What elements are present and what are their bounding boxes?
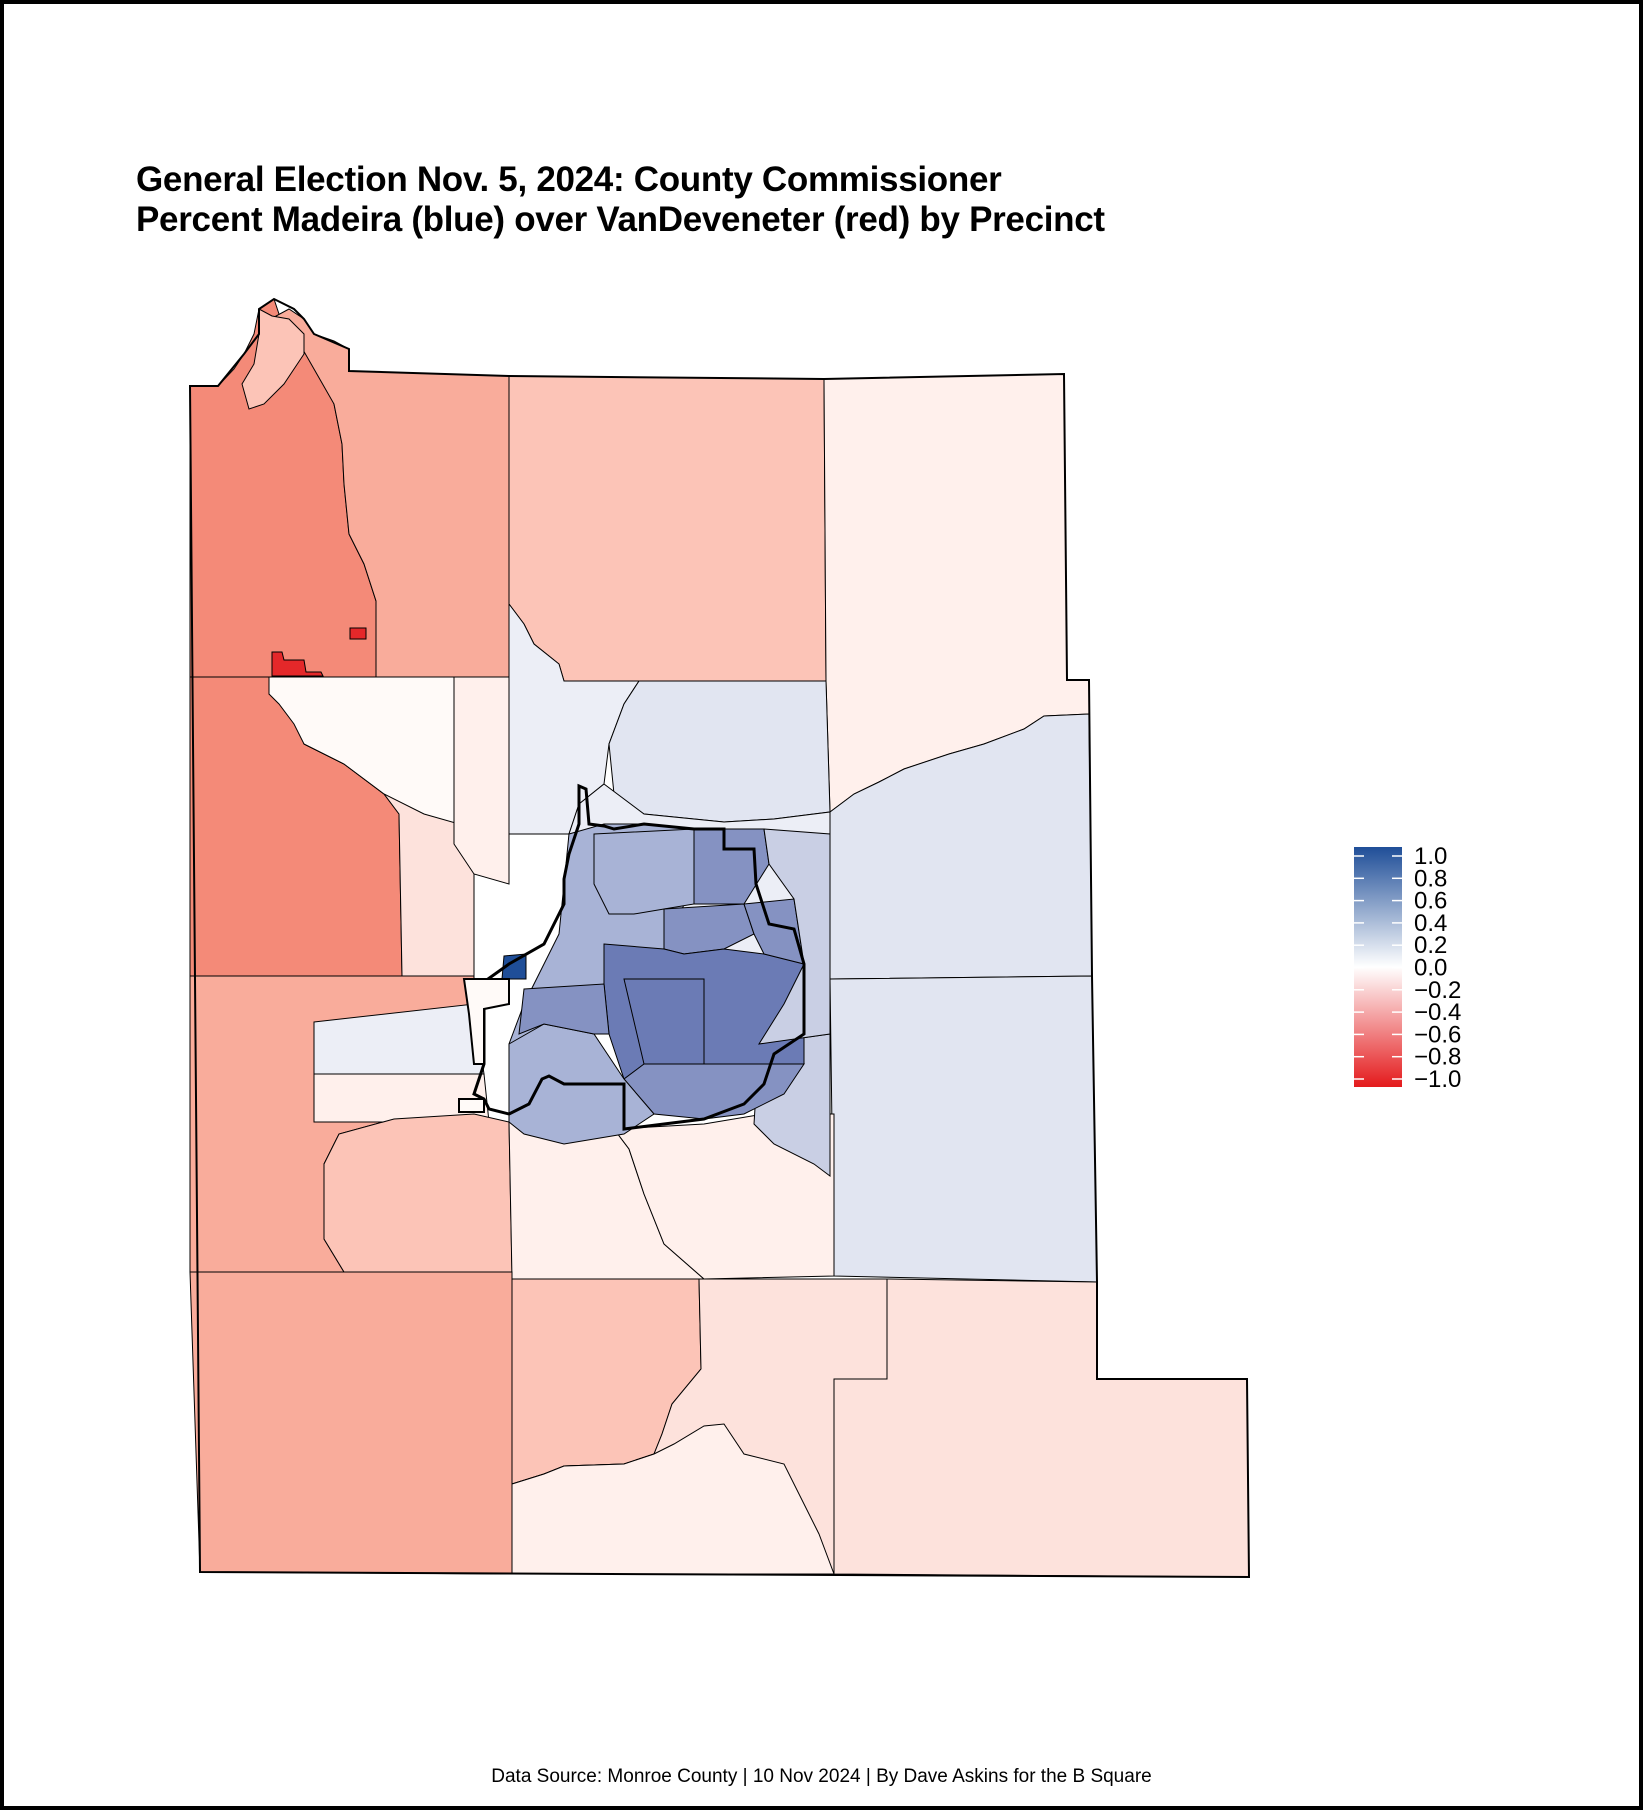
legend-tick-label: 0.4 xyxy=(1414,910,1447,937)
legend-tick-label: −0.4 xyxy=(1414,999,1461,1026)
precinct-city-far-e xyxy=(758,828,831,1045)
legend-tick-label: 1.0 xyxy=(1414,843,1447,870)
legend-tick-label: −0.2 xyxy=(1414,977,1461,1004)
legend-ticks: 1.00.80.60.40.20.0−0.2−0.4−0.6−0.8−1.0 xyxy=(1354,843,1461,1093)
legend-tick-label: 0.0 xyxy=(1414,955,1447,982)
unassigned-area-2 xyxy=(458,1098,485,1113)
precinct-map xyxy=(188,297,1251,1579)
precinct-deep-red-2 xyxy=(349,627,367,640)
precinct-nw-top xyxy=(241,308,305,410)
county-boundary xyxy=(188,297,1251,1579)
color-legend: 1.00.80.60.40.20.0−0.2−0.4−0.6−0.8−1.0 xyxy=(1354,843,1461,1093)
precinct-s-c3 xyxy=(511,1423,835,1575)
title-line-2: Percent Madeira (blue) over VanDeveneter… xyxy=(136,200,1105,239)
precinct-city-deep xyxy=(501,953,527,980)
precinct-deep-red-1 xyxy=(271,651,324,677)
title-line-1: General Election Nov. 5, 2024: County Co… xyxy=(136,160,1002,199)
precinct-city-sw xyxy=(518,983,610,1035)
precinct-sc-2 xyxy=(613,1113,835,1280)
precinct-city-e2 xyxy=(743,898,805,965)
unassigned-area-1 xyxy=(462,978,510,1065)
legend-tick-label: 0.6 xyxy=(1414,888,1447,915)
legend-tick-label: 0.8 xyxy=(1414,865,1447,892)
legend-tick-label: −0.8 xyxy=(1414,1044,1461,1071)
city-boundary xyxy=(472,783,806,1131)
legend-tick-label: −0.6 xyxy=(1414,1021,1461,1048)
precinct-w-strip xyxy=(453,676,510,885)
footer-credit: Data Source: Monroe County | 10 Nov 2024… xyxy=(491,1766,1152,1787)
chart-title: General Election Nov. 5, 2024: County Co… xyxy=(136,160,1105,240)
legend-tick-label: −1.0 xyxy=(1414,1066,1461,1093)
legend-tick-label: 0.2 xyxy=(1414,932,1447,959)
